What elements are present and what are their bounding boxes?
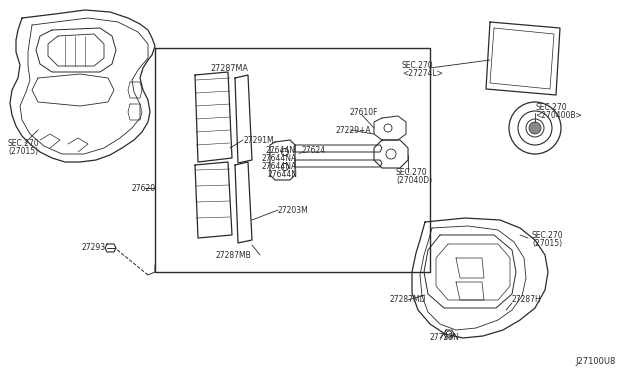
Text: SEC.270: SEC.270: [402, 61, 434, 70]
Text: 27644NA: 27644NA: [262, 154, 297, 163]
Text: 27287MD: 27287MD: [390, 295, 426, 305]
Text: 27624: 27624: [302, 145, 326, 154]
Text: <27274L>: <27274L>: [402, 68, 443, 77]
Text: 27203M: 27203M: [278, 205, 308, 215]
Text: 27291M: 27291M: [243, 135, 274, 144]
Text: <270400B>: <270400B>: [535, 110, 582, 119]
Text: 27644NA: 27644NA: [262, 161, 297, 170]
Text: 27287H: 27287H: [512, 295, 541, 305]
Text: (27015): (27015): [532, 238, 562, 247]
Text: 27644N: 27644N: [265, 145, 295, 154]
Text: 27287MA: 27287MA: [210, 64, 248, 73]
Circle shape: [529, 122, 541, 134]
Text: 27620: 27620: [132, 183, 156, 192]
Text: SEC.270: SEC.270: [396, 167, 428, 176]
Text: 27610F: 27610F: [350, 108, 378, 116]
Text: 27293: 27293: [82, 244, 106, 253]
Text: SEC.270: SEC.270: [535, 103, 566, 112]
Text: 27723N: 27723N: [430, 334, 460, 343]
Text: SEC.270: SEC.270: [532, 231, 564, 240]
Text: 27229+A: 27229+A: [336, 125, 372, 135]
Text: SEC.270: SEC.270: [8, 138, 40, 148]
Text: (27040D): (27040D): [396, 176, 432, 185]
Text: 27644N: 27644N: [268, 170, 298, 179]
Text: 27287MB: 27287MB: [215, 250, 251, 260]
Text: (27015): (27015): [8, 147, 38, 155]
Text: J27100U8: J27100U8: [575, 357, 616, 366]
